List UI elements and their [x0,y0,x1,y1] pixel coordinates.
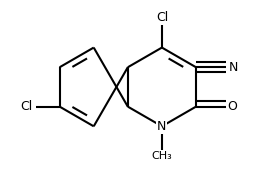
Text: N: N [228,61,238,74]
Text: O: O [227,100,237,113]
Text: CH₃: CH₃ [152,152,172,162]
Text: Cl: Cl [20,100,33,113]
Text: N: N [157,120,167,133]
Text: Cl: Cl [156,11,168,24]
